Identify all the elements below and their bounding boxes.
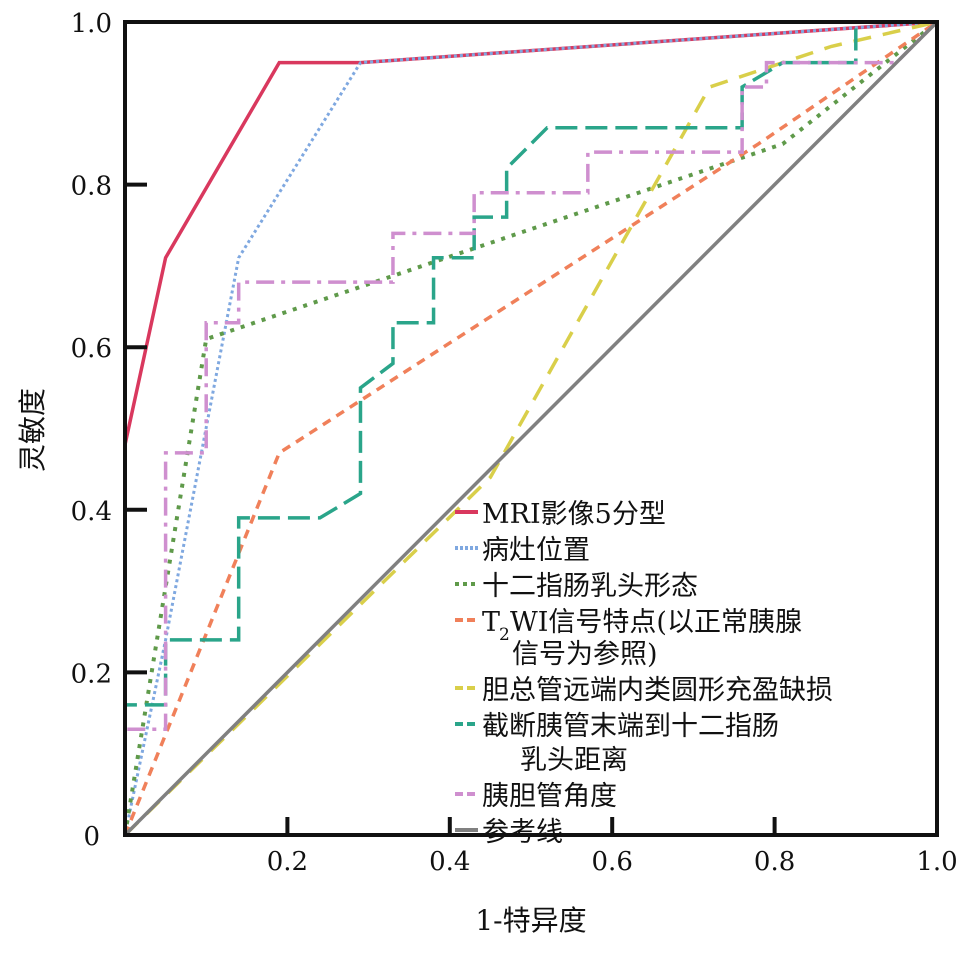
- x-tick-label: 0.6: [592, 847, 633, 877]
- legend-label-3: T: [482, 607, 500, 638]
- roc-curve-2: [123, 20, 939, 836]
- y-tick-label: 1.0: [71, 9, 112, 39]
- y-tick-label: 0.2: [71, 659, 112, 689]
- roc-curve-6: [123, 20, 939, 835]
- x-tick-label: 1.0: [916, 847, 957, 877]
- x-tick-label: 0.8: [754, 847, 795, 877]
- axis-ticks: 0.2 0.4 0.6 0.8 1.0 0 0.2 0.4 0.6 0.8 1.0: [71, 9, 958, 877]
- legend-label-0: MRI影像5分型: [482, 499, 666, 530]
- legend-label-subscript: 2: [499, 625, 510, 645]
- legend-label-1: 病灶位置: [482, 535, 590, 566]
- x-tick-label: 0.2: [267, 847, 308, 877]
- legend-label-7: 参考线: [482, 817, 563, 848]
- y-axis-label: 灵敏度: [16, 388, 49, 472]
- y-tick-label: 0.4: [71, 497, 112, 527]
- x-tick-label: 0.4: [429, 847, 470, 877]
- legend-label-cont: 乳头距离: [520, 745, 628, 776]
- y-tick-label: 0.6: [71, 334, 112, 364]
- x-axis-label: 1-特异度: [475, 904, 586, 937]
- plot-frame: [123, 20, 939, 837]
- legend-label-4: 胆总管远端内类圆形充盈缺损: [482, 675, 833, 706]
- roc-curve-3: [123, 20, 938, 836]
- y-tick-label: 0: [83, 822, 100, 852]
- legend-label-2: 十二指肠乳头形态: [482, 571, 698, 602]
- roc-curve-4: [123, 20, 938, 837]
- roc-curve-5: [123, 20, 937, 835]
- curves: [123, 20, 939, 837]
- legend-label-5: 截断胰管末端到十二指肠: [482, 711, 779, 742]
- y-tick-label: 0.8: [71, 172, 112, 202]
- legend-label-rest: WI信号特点(以正常胰腺: [510, 607, 802, 638]
- roc-curve-7: [123, 20, 939, 837]
- legend-label-cont: 信号为参照): [512, 639, 658, 670]
- legend-label-6: 胰胆管角度: [482, 781, 617, 812]
